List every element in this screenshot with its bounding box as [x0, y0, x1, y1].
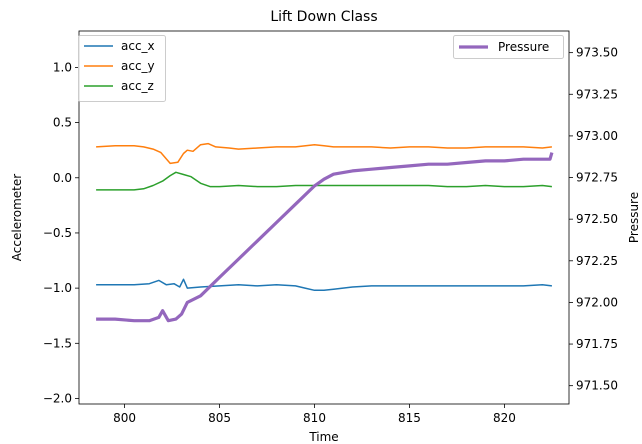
y-right-tick-label: 973.25: [576, 87, 618, 101]
legend-right: Pressure: [453, 35, 564, 59]
series-layer: [96, 142, 554, 323]
y-left-tick-label: −2.0: [43, 391, 72, 405]
y-axis-left-label: Accelerometer: [10, 174, 24, 261]
x-axis: 800 805 810 815 820: [113, 404, 516, 425]
legend-label: acc_y: [121, 59, 155, 73]
legend-left: acc_x acc_y acc_z: [78, 35, 166, 102]
y-axis-right-label: Pressure: [627, 192, 641, 243]
series-line-pressure: [96, 152, 554, 323]
y-right-tick-label: 973.00: [576, 129, 618, 143]
x-tick-label: 815: [398, 411, 421, 425]
x-tick-label: 810: [303, 411, 326, 425]
y-axis-right: 973.50 973.25 973.00 972.75 972.50 972.25 972.…: [569, 46, 618, 393]
y-left-tick-label: 1.0: [53, 60, 72, 74]
plot-frame: [78, 30, 570, 405]
legend-label: Pressure: [498, 40, 549, 54]
legend-box: [78, 35, 166, 102]
y-left-tick-label: 0.0: [53, 171, 72, 185]
y-right-tick-label: 971.50: [576, 379, 618, 393]
y-right-tick-label: 972.00: [576, 295, 618, 309]
legend-label: acc_x: [121, 39, 155, 53]
y-right-tick-label: 972.50: [576, 212, 618, 226]
y-right-tick-label: 971.75: [576, 337, 618, 351]
x-axis-label: Time: [308, 430, 338, 444]
y-right-tick-label: 973.50: [576, 46, 618, 60]
chart-title: Lift Down Class: [270, 9, 377, 25]
legend-label: acc_z: [121, 79, 154, 93]
y-axis-left: 1.0 0.5 0.0 −0.5 −1.0 −1.5 −2.0: [43, 60, 79, 405]
y-right-tick-label: 972.75: [576, 171, 618, 185]
x-tick-label: 800: [113, 411, 136, 425]
x-tick-label: 805: [208, 411, 231, 425]
legend-box: [453, 35, 564, 59]
y-left-tick-label: −1.0: [43, 281, 72, 295]
x-tick-label: 820: [493, 411, 516, 425]
y-left-tick-label: 0.5: [53, 116, 72, 130]
series-line-acc-z: [96, 171, 552, 191]
series-line-acc-y: [96, 142, 552, 165]
y-right-tick-label: 972.25: [576, 254, 618, 268]
y-left-tick-label: −1.5: [43, 336, 72, 350]
y-left-tick-label: −0.5: [43, 226, 72, 240]
series-line-acc-x: [96, 278, 552, 292]
